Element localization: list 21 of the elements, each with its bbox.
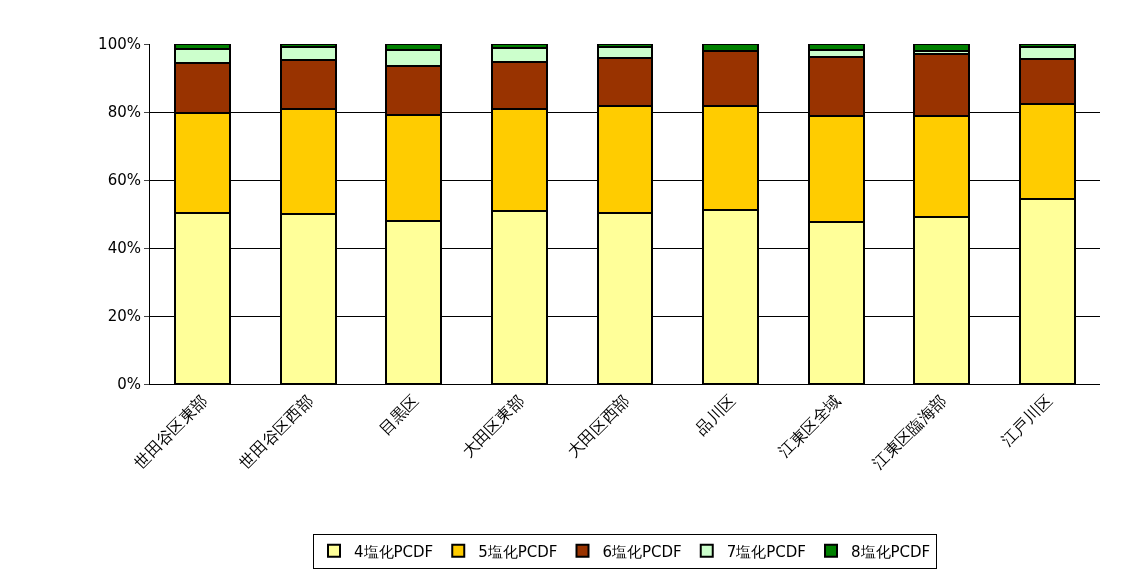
y-tick-label: 100% xyxy=(98,35,141,54)
x-tick-label: 品川区 xyxy=(691,391,740,439)
legend-label: 5塩化PCDF xyxy=(478,542,558,561)
x-tick-label: 目黒区 xyxy=(375,391,423,439)
y-tick-label: 60% xyxy=(107,171,141,190)
bar xyxy=(913,44,971,53)
x-tick-label: 世田谷区西部 xyxy=(235,391,317,473)
x-tick-label: 世田谷区東部 xyxy=(129,391,212,473)
y-tick-label: 80% xyxy=(107,103,141,122)
x-tick-label: 江東区臨海部 xyxy=(868,391,951,473)
legend-label: 6塩化PCDF xyxy=(602,542,682,561)
x-tick-label: 江東区全域 xyxy=(774,391,845,462)
y-tick-label: 20% xyxy=(107,307,141,326)
y-tick-label: 0% xyxy=(117,375,141,394)
x-tick-label: 大田区西部 xyxy=(563,391,634,462)
x-tick-label: 大田区東部 xyxy=(457,391,528,462)
x-tick-label: 江戸川区 xyxy=(997,391,1056,450)
legend-label: 8塩化PCDF xyxy=(851,542,931,561)
legend-label: 4塩化PCDF xyxy=(354,542,434,561)
legend-label: 7塩化PCDF xyxy=(726,542,806,561)
y-tick-label: 40% xyxy=(107,239,141,258)
